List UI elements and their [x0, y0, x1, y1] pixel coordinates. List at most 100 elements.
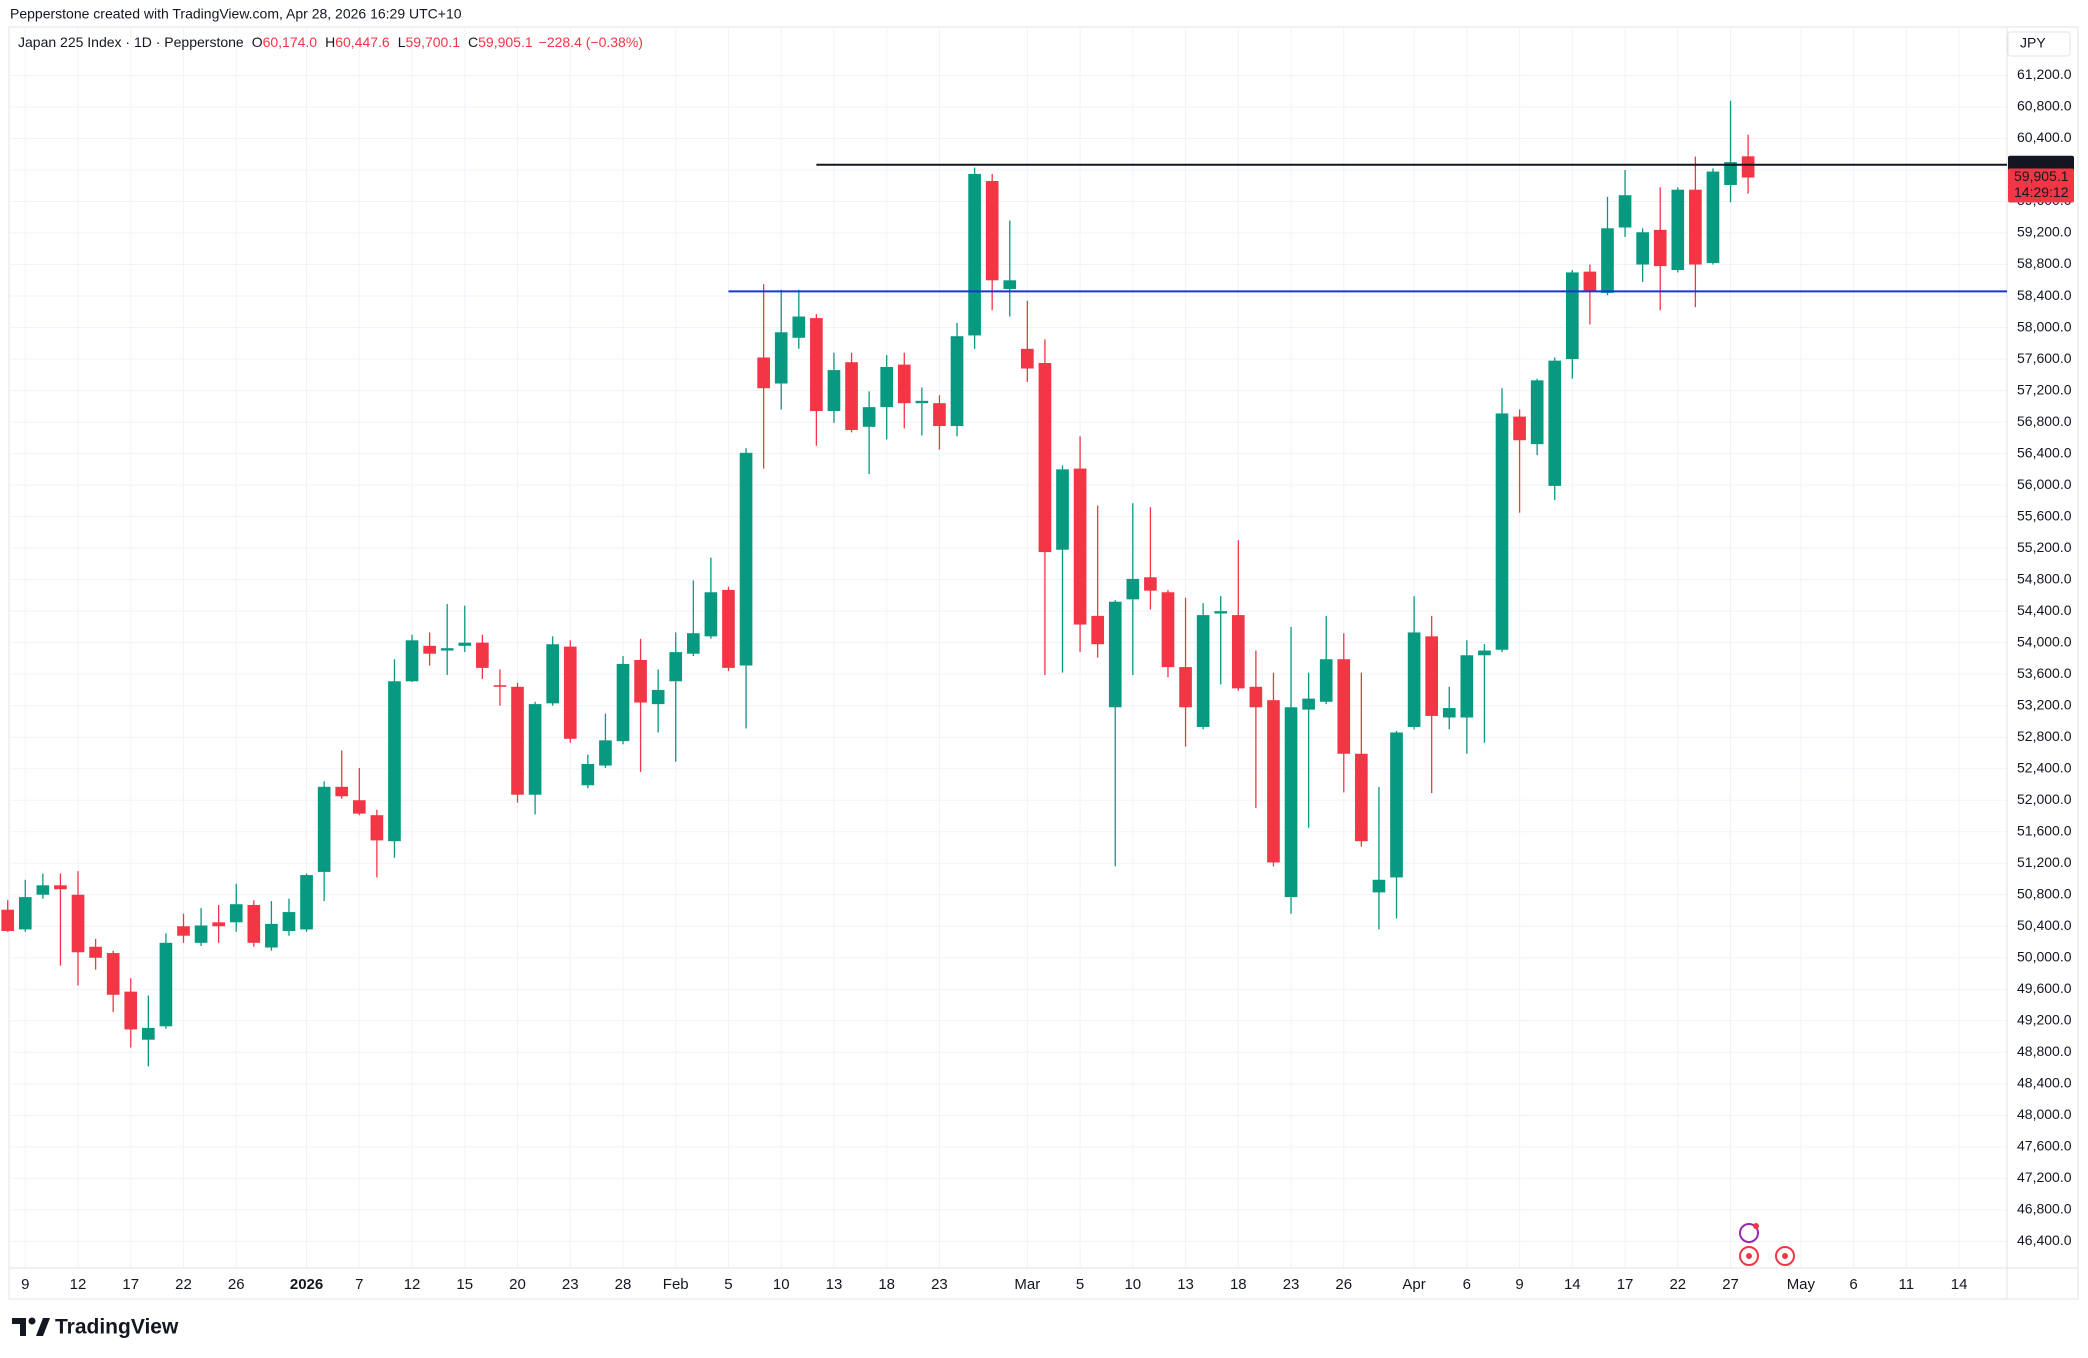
x-tick-label: 5 [1076, 1276, 1084, 1293]
candle-body [1003, 280, 1017, 289]
candle-body [1108, 601, 1122, 708]
candle-body [36, 885, 50, 895]
currency-box[interactable] [2007, 31, 2071, 57]
y-tick-label: 52,800.0 [2017, 728, 2072, 744]
x-tick-label: 5 [724, 1276, 732, 1293]
candle-body [440, 648, 454, 651]
y-tick-label: 55,600.0 [2017, 507, 2072, 523]
candle-body [933, 403, 946, 427]
candle-body [1302, 698, 1315, 710]
candle-body [1021, 348, 1034, 369]
x-tick-label: 6 [1849, 1276, 1857, 1293]
candle-body [1671, 189, 1685, 271]
x-tick-label: 22 [175, 1276, 192, 1293]
candle-body [1355, 753, 1368, 842]
y-tick-label: 50,000.0 [2017, 948, 2072, 964]
candle-body [651, 689, 665, 705]
y-tick-label: 49,600.0 [2017, 980, 2072, 996]
candle-body [71, 894, 85, 953]
x-tick-label: 12 [70, 1276, 87, 1293]
y-tick-label: 47,200.0 [2017, 1169, 2072, 1185]
x-tick-label: 18 [878, 1276, 895, 1293]
candle-body [528, 704, 542, 795]
candle-body [1091, 615, 1104, 645]
chart-frame [8, 26, 2079, 1300]
candle-body [159, 942, 173, 1027]
candle-body [1161, 592, 1175, 668]
candle-body [1126, 578, 1140, 600]
candle-body [1689, 189, 1702, 265]
y-tick-label: 50,400.0 [2017, 917, 2072, 933]
candle-body [880, 366, 894, 408]
candle-body [352, 800, 366, 814]
candle-body [1653, 229, 1667, 267]
legend-change: −228.4 (−0.38%) [539, 34, 643, 50]
event-icon[interactable] [1775, 1246, 1795, 1266]
y-tick-label: 46,800.0 [2017, 1201, 2072, 1217]
candle-body [423, 645, 436, 654]
candle-body [335, 786, 349, 797]
grid [9, 27, 2007, 1268]
y-tick-label: 60,800.0 [2017, 98, 2072, 114]
x-tick-label: 9 [1515, 1276, 1523, 1293]
last-price-box [2008, 168, 2074, 203]
candle-body [634, 659, 647, 703]
y-tick-label: 56,400.0 [2017, 444, 2072, 460]
candle-body [1231, 615, 1245, 689]
y-tick-label: 47,600.0 [2017, 1138, 2072, 1154]
candle-body [616, 663, 630, 742]
candle-body [177, 926, 190, 936]
candle-body [722, 589, 735, 668]
y-tick-label: 57,200.0 [2017, 381, 2072, 397]
x-tick-label: 17 [122, 1276, 139, 1293]
candle-body [18, 897, 32, 930]
candle-body [388, 681, 401, 842]
brand[interactable]: TradingView [55, 1316, 179, 1339]
y-tick-label: 53,200.0 [2017, 696, 2072, 712]
x-tick-label: 23 [1283, 1276, 1300, 1293]
y-tick-label: 56,800.0 [2017, 413, 2072, 429]
candle-body [968, 173, 981, 336]
legend-key: C [468, 34, 478, 50]
candle-body [1390, 732, 1403, 878]
candle-body [757, 357, 770, 389]
candle-body [265, 923, 278, 948]
y-tick-label: 52,000.0 [2017, 791, 2072, 807]
candle-body [1056, 469, 1069, 550]
legend-title: Japan 225 Index · 1D · Pepperstone [18, 34, 244, 50]
logo-shape [12, 1318, 26, 1336]
candle-body [774, 332, 788, 384]
candle-body [845, 362, 858, 430]
currency[interactable]: JPY [2020, 35, 2046, 51]
y-tick-label: 56,000.0 [2017, 476, 2072, 492]
event-icons [1739, 1223, 1795, 1266]
x-tick-label: 28 [615, 1276, 632, 1293]
candle-body [1565, 272, 1579, 360]
x-tick-label: Apr [1402, 1276, 1425, 1293]
attribution: Pepperstone created with TradingView.com… [10, 6, 462, 22]
y-tick-label: 50,800.0 [2017, 885, 2072, 901]
x-tick-label: 17 [1617, 1276, 1634, 1293]
candle-body [1425, 636, 1439, 716]
x-tick-label: 27 [1722, 1276, 1739, 1293]
x-tick-label: 10 [1124, 1276, 1141, 1293]
y-tick-label: 54,000.0 [2017, 633, 2072, 649]
candle-body [1214, 611, 1228, 614]
countdown: 14:29:12 [2014, 184, 2069, 200]
legend-value: 60,447.6 [335, 34, 390, 50]
candle-body [300, 875, 313, 930]
candle-body [1284, 707, 1298, 898]
candle-body [1337, 659, 1351, 754]
candle-body [1196, 615, 1210, 727]
candle-body [1144, 577, 1157, 591]
candle-body [563, 646, 577, 739]
candle-body [458, 642, 472, 646]
y-tick-label: 54,400.0 [2017, 602, 2072, 618]
event-icon[interactable] [1739, 1223, 1759, 1243]
y-tick-label: 48,800.0 [2017, 1043, 2072, 1059]
candle-body [1618, 195, 1632, 228]
candle-body [704, 592, 718, 637]
event-icon[interactable] [1739, 1246, 1759, 1266]
candle-body [370, 815, 384, 841]
candle-body [476, 642, 489, 668]
